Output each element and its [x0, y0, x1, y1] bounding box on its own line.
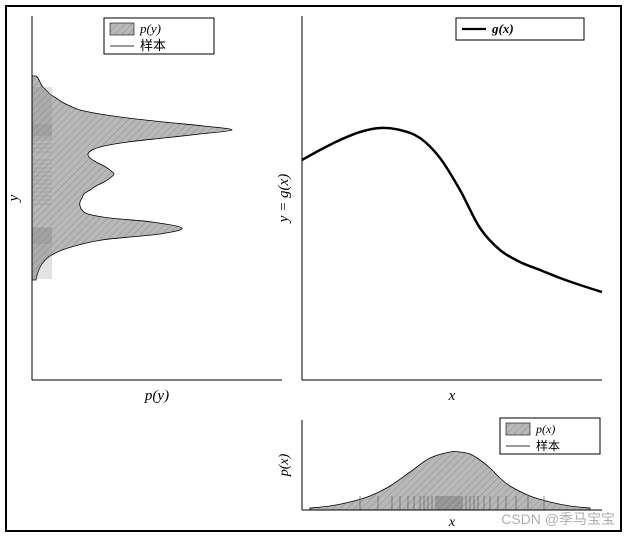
left-panel: p(y) y p(y) 样本 — [6, 16, 282, 404]
legend-swatch-fill — [110, 23, 134, 35]
bottom-xlabel: x — [448, 515, 456, 530]
left-density-fill — [32, 76, 232, 280]
right-legend: g(x) — [456, 18, 584, 40]
legend-label: g(x) — [491, 21, 514, 36]
bottom-legend: p(x) 样本 — [500, 418, 600, 454]
right-ylabel: y = g(x) — [276, 174, 292, 224]
right-xlabel: x — [448, 388, 456, 404]
left-xlabel: p(y) — [144, 388, 169, 404]
figure-frame: p(y) y p(y) 样本 x y = g(x) g(x) x p(x) p(x) 样本 CSDN… — [0, 0, 627, 537]
figure-svg: p(y) y p(y) 样本 x y = g(x) g(x) x p(x) p(x) 样本 — [0, 0, 627, 537]
legend-label: p(y) — [139, 21, 161, 36]
legend-label: 样本 — [536, 438, 560, 453]
g-curve — [302, 128, 602, 292]
legend-label: 样本 — [140, 38, 166, 53]
legend-label: p(x) — [535, 422, 555, 436]
right-panel: x y = g(x) g(x) — [276, 16, 602, 404]
left-legend: p(y) 样本 — [104, 18, 214, 54]
left-ylabel: y — [6, 194, 22, 203]
watermark-text: CSDN @季马宝宝 — [501, 509, 615, 529]
legend-swatch-fill — [506, 423, 530, 435]
bottom-ylabel: p(x) — [277, 453, 292, 477]
